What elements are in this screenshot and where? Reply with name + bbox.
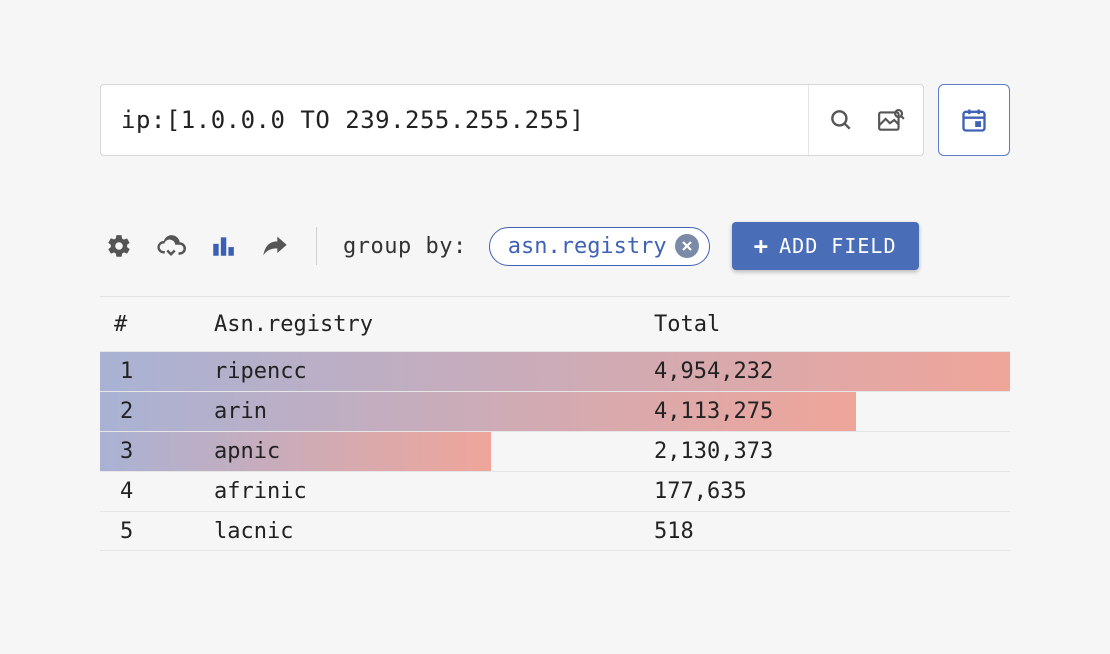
- chip-remove-icon[interactable]: [675, 234, 699, 258]
- toolbar-divider: [316, 227, 317, 265]
- search-row: [100, 84, 1010, 156]
- download-cloud-icon[interactable]: [156, 231, 186, 261]
- col-total: Total: [654, 312, 1010, 337]
- add-field-button[interactable]: + ADD FIELD: [732, 222, 919, 270]
- cell-index: 5: [114, 519, 214, 544]
- cell-name: arin: [214, 399, 654, 424]
- col-name: Asn.registry: [214, 312, 654, 337]
- cell-total: 4,954,232: [654, 359, 1010, 384]
- cell-total: 177,635: [654, 479, 1010, 504]
- cell-index: 3: [114, 439, 214, 464]
- plus-icon: +: [754, 232, 769, 260]
- cell-total: 2,130,373: [654, 439, 1010, 464]
- search-box: [100, 84, 924, 156]
- group-by-chip[interactable]: asn.registry: [489, 227, 710, 266]
- table-row[interactable]: 1ripencc4,954,232: [100, 351, 1010, 391]
- results-table: # Asn.registry Total 1ripencc4,954,2322a…: [100, 296, 1010, 551]
- col-index: #: [114, 312, 214, 337]
- share-icon[interactable]: [260, 231, 290, 261]
- table-row[interactable]: 4afrinic177,635: [100, 471, 1010, 511]
- cell-name: ripencc: [214, 359, 654, 384]
- cell-total: 518: [654, 519, 1010, 544]
- table-row[interactable]: 5lacnic518: [100, 511, 1010, 551]
- cell-index: 4: [114, 479, 214, 504]
- cell-name: lacnic: [214, 519, 654, 544]
- cell-name: afrinic: [214, 479, 654, 504]
- gear-icon[interactable]: [104, 231, 134, 261]
- search-actions: [808, 85, 923, 155]
- cell-name: apnic: [214, 439, 654, 464]
- chart-icon[interactable]: [208, 231, 238, 261]
- table-row[interactable]: 3apnic2,130,373: [100, 431, 1010, 471]
- search-icon[interactable]: [827, 106, 855, 134]
- add-field-label: ADD FIELD: [779, 234, 896, 258]
- toolbar: group by: asn.registry + ADD FIELD: [100, 222, 1010, 270]
- image-search-icon[interactable]: [877, 106, 905, 134]
- date-picker-button[interactable]: [938, 84, 1010, 156]
- search-input[interactable]: [101, 106, 808, 134]
- table-body: 1ripencc4,954,2322arin4,113,2753apnic2,1…: [100, 351, 1010, 551]
- table-header: # Asn.registry Total: [100, 297, 1010, 351]
- chip-label: asn.registry: [508, 234, 667, 259]
- group-by-label: group by:: [343, 234, 467, 259]
- cell-total: 4,113,275: [654, 399, 1010, 424]
- table-row[interactable]: 2arin4,113,275: [100, 391, 1010, 431]
- cell-index: 1: [114, 359, 214, 384]
- cell-index: 2: [114, 399, 214, 424]
